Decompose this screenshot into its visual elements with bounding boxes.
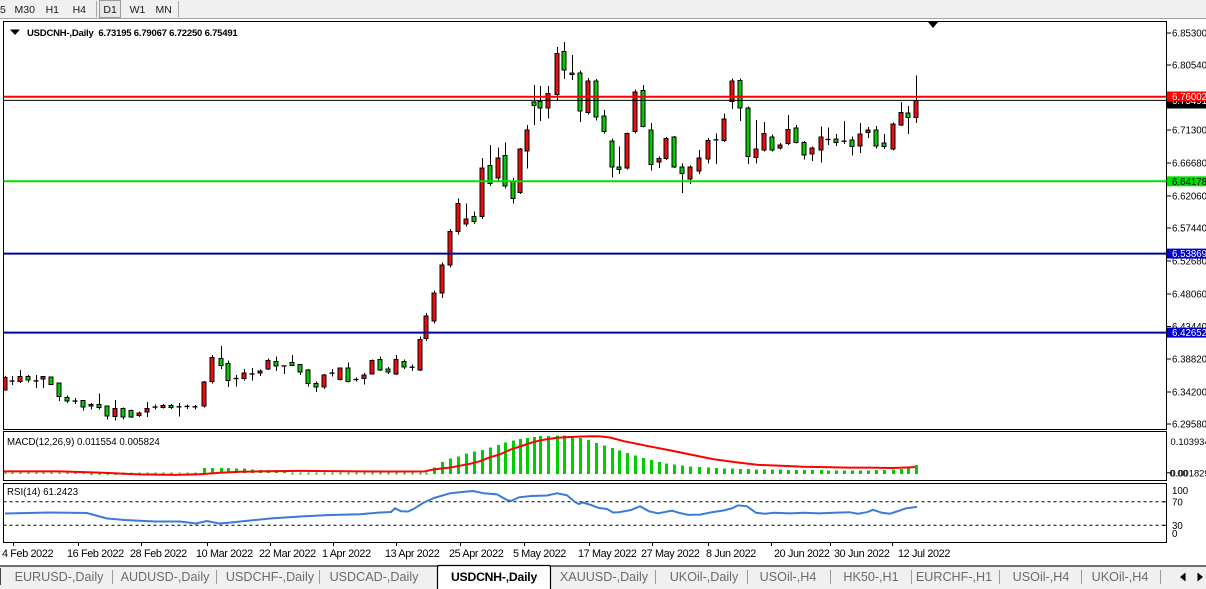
svg-text:0: 0 xyxy=(1172,529,1178,540)
svg-text:0.103934: 0.103934 xyxy=(1171,436,1206,447)
svg-text:RSI(14) 61.2423: RSI(14) 61.2423 xyxy=(7,487,78,498)
svg-text:28 Feb 2022: 28 Feb 2022 xyxy=(130,548,187,560)
svg-text:USDCNH-,Daily 6.73195 6.79067: USDCNH-,Daily 6.73195 6.79067 6.72250 6.… xyxy=(27,28,238,39)
svg-text:6.71300: 6.71300 xyxy=(1172,126,1206,137)
svg-text:17 May 2022: 17 May 2022 xyxy=(578,548,637,560)
svg-text:UKOil-,Daily: UKOil-,Daily xyxy=(670,570,739,584)
svg-text:6.57440: 6.57440 xyxy=(1172,224,1206,235)
svg-text:6.48060: 6.48060 xyxy=(1172,290,1206,301)
svg-text:MACD(12,26,9) 0.011554 0.00582: MACD(12,26,9) 0.011554 0.005824 xyxy=(7,437,160,448)
svg-text:70: 70 xyxy=(1172,497,1183,508)
svg-text:27 May 2022: 27 May 2022 xyxy=(641,548,700,560)
svg-text:30: 30 xyxy=(1172,521,1183,532)
svg-text:MN: MN xyxy=(156,4,172,16)
svg-text:10 Mar 2022: 10 Mar 2022 xyxy=(196,548,253,560)
svg-text:100: 100 xyxy=(1172,486,1189,497)
svg-text:22 Mar 2022: 22 Mar 2022 xyxy=(259,548,316,560)
svg-text:0.00: 0.00 xyxy=(1170,468,1188,479)
svg-text:USOil-,H4: USOil-,H4 xyxy=(760,570,817,584)
svg-text:6.52680: 6.52680 xyxy=(1172,257,1206,268)
svg-text:AUDUSD-,Daily: AUDUSD-,Daily xyxy=(121,570,211,584)
svg-text:6.42652: 6.42652 xyxy=(1172,328,1206,339)
svg-text:30 Jun 2022: 30 Jun 2022 xyxy=(834,548,890,560)
svg-text:6.80540: 6.80540 xyxy=(1172,61,1206,72)
svg-text:25 Apr 2022: 25 Apr 2022 xyxy=(449,548,504,560)
svg-text:6.38820: 6.38820 xyxy=(1172,355,1206,366)
svg-text:M30: M30 xyxy=(15,4,36,16)
svg-text:D1: D1 xyxy=(103,4,117,16)
svg-text:6.29580: 6.29580 xyxy=(1172,420,1206,431)
svg-text:4 Feb 2022: 4 Feb 2022 xyxy=(2,548,53,560)
svg-text:USDCNH-,Daily: USDCNH-,Daily xyxy=(451,570,538,584)
svg-text:EURUSD-,Daily: EURUSD-,Daily xyxy=(15,570,105,584)
svg-text:20 Jun 2022: 20 Jun 2022 xyxy=(774,548,830,560)
svg-text:USDCAD-,Daily: USDCAD-,Daily xyxy=(330,570,420,584)
svg-text:13 Apr 2022: 13 Apr 2022 xyxy=(385,548,440,560)
svg-text:HK50-,H1: HK50-,H1 xyxy=(843,570,898,584)
svg-text:6.34200: 6.34200 xyxy=(1172,388,1206,399)
svg-text:6.62060: 6.62060 xyxy=(1172,192,1206,203)
svg-text:6.76002: 6.76002 xyxy=(1172,92,1206,103)
svg-text:5 May 2022: 5 May 2022 xyxy=(513,548,566,560)
svg-text:XAUUSD-,Daily: XAUUSD-,Daily xyxy=(560,570,649,584)
svg-text:USOil-,H4: USOil-,H4 xyxy=(1013,570,1070,584)
svg-text:6.85300: 6.85300 xyxy=(1172,29,1206,40)
svg-text:H4: H4 xyxy=(73,4,87,16)
svg-text:6.53869: 6.53869 xyxy=(1172,249,1206,260)
svg-text:6.64178: 6.64178 xyxy=(1172,177,1206,188)
svg-text:6.43440: 6.43440 xyxy=(1172,322,1206,333)
svg-text:0.001829: 0.001829 xyxy=(1171,468,1206,479)
svg-text:12 Jul 2022: 12 Jul 2022 xyxy=(898,548,950,560)
svg-text:8 Jun 2022: 8 Jun 2022 xyxy=(706,548,756,560)
svg-text:6.66680: 6.66680 xyxy=(1172,159,1206,170)
svg-text:W1: W1 xyxy=(130,4,146,16)
svg-text:UKOil-,H4: UKOil-,H4 xyxy=(1092,570,1149,584)
svg-text:5: 5 xyxy=(0,4,6,16)
svg-text:1 Apr 2022: 1 Apr 2022 xyxy=(322,548,371,560)
svg-text:EURCHF-,H1: EURCHF-,H1 xyxy=(916,570,992,584)
svg-text:USDCHF-,Daily: USDCHF-,Daily xyxy=(226,570,315,584)
svg-text:16 Feb 2022: 16 Feb 2022 xyxy=(67,548,124,560)
svg-text:H1: H1 xyxy=(46,4,60,16)
